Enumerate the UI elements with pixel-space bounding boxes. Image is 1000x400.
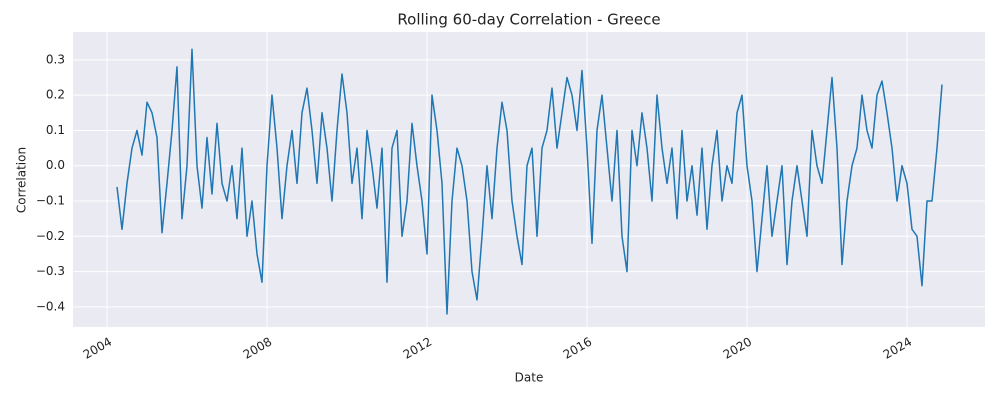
x-tick-label: 2008 [241,335,274,362]
y-tick-label: 0.3 [46,52,65,66]
y-tick-label: −0.4 [36,299,65,313]
y-tick-label: 0.0 [46,158,65,172]
x-tick-label: 2024 [881,335,914,362]
x-axis-label: Date [515,371,544,385]
y-tick-label: 0.1 [46,123,65,137]
y-tick-label: −0.2 [36,229,65,243]
x-tick-label: 2016 [561,335,594,362]
x-tick-label: 2004 [81,335,114,362]
x-tick-label: 2012 [401,335,434,362]
y-tick-label: −0.1 [36,194,65,208]
data-line [116,48,943,315]
y-axis-label: Correlation [15,147,29,213]
chart-title: Rolling 60-day Correlation - Greece [397,11,660,29]
x-tick-label: 2020 [721,335,754,362]
plot-area [73,32,985,327]
y-tick-label: −0.3 [36,264,65,278]
y-tick-label: 0.2 [46,88,65,102]
